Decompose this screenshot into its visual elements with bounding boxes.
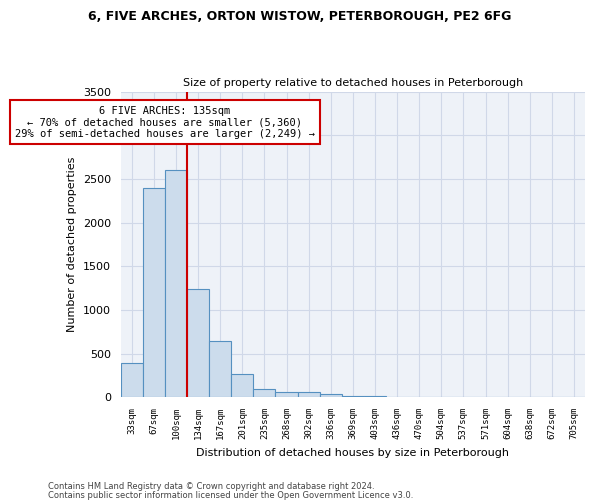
Bar — [364, 396, 386, 397]
Text: Contains HM Land Registry data © Crown copyright and database right 2024.: Contains HM Land Registry data © Crown c… — [48, 482, 374, 491]
Text: Contains public sector information licensed under the Open Government Licence v3: Contains public sector information licen… — [48, 490, 413, 500]
Bar — [187, 289, 209, 397]
Bar — [253, 390, 275, 397]
Bar — [342, 396, 364, 397]
Bar — [209, 342, 231, 397]
Bar — [320, 394, 342, 397]
Bar — [231, 374, 253, 397]
Bar — [121, 363, 143, 397]
Bar — [298, 392, 320, 397]
X-axis label: Distribution of detached houses by size in Peterborough: Distribution of detached houses by size … — [196, 448, 509, 458]
Bar — [165, 170, 187, 397]
Bar — [143, 188, 165, 397]
Text: 6, FIVE ARCHES, ORTON WISTOW, PETERBOROUGH, PE2 6FG: 6, FIVE ARCHES, ORTON WISTOW, PETERBOROU… — [88, 10, 512, 23]
Y-axis label: Number of detached properties: Number of detached properties — [67, 156, 77, 332]
Title: Size of property relative to detached houses in Peterborough: Size of property relative to detached ho… — [183, 78, 523, 88]
Bar — [275, 392, 298, 397]
Text: 6 FIVE ARCHES: 135sqm
← 70% of detached houses are smaller (5,360)
29% of semi-d: 6 FIVE ARCHES: 135sqm ← 70% of detached … — [15, 106, 315, 138]
